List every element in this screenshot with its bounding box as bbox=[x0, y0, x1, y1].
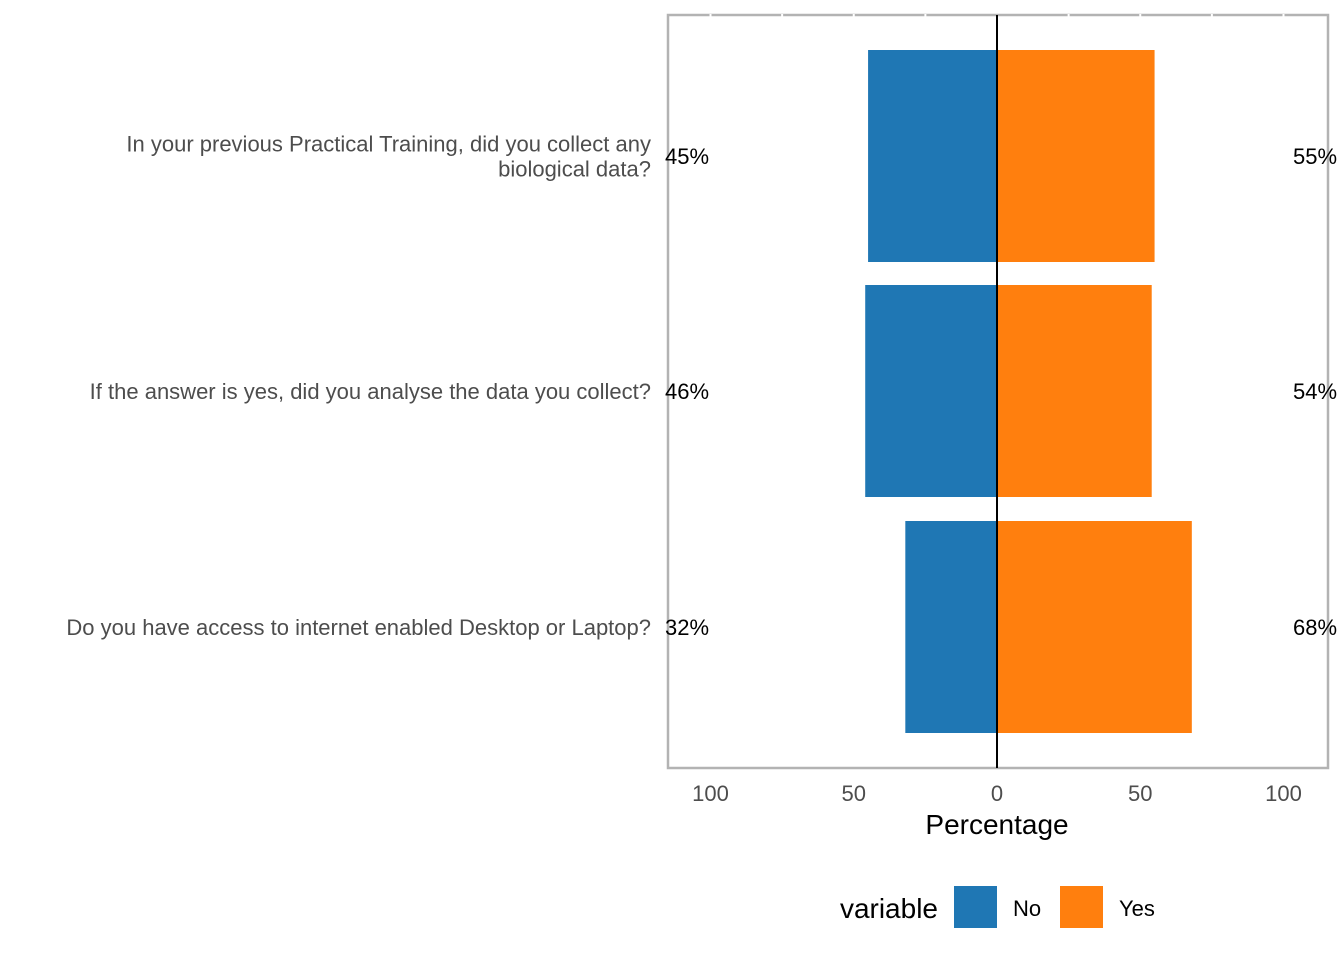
percentage-labels: 45% 55% 46% 54% 32% 68% bbox=[665, 144, 1337, 640]
yes-percent-label: 54% bbox=[1293, 379, 1337, 404]
x-tick-label: 0 bbox=[991, 781, 1003, 806]
top-axis-ticks bbox=[709, 14, 1285, 17]
bar-yes bbox=[997, 521, 1192, 733]
bar-yes bbox=[997, 50, 1155, 262]
legend-key-no bbox=[954, 886, 997, 928]
x-tick-label: 50 bbox=[1128, 781, 1152, 806]
legend-key-yes bbox=[1060, 886, 1103, 928]
bar-no bbox=[905, 521, 997, 733]
category-label: If the answer is yes, did you analyse th… bbox=[90, 379, 651, 404]
legend-title: variable bbox=[840, 893, 938, 924]
category-labels: In your previous Practical Training, did… bbox=[66, 132, 651, 641]
category-label: In your previous Practical Training, did… bbox=[126, 132, 651, 157]
bar-no bbox=[865, 285, 997, 497]
no-percent-label: 45% bbox=[665, 144, 709, 169]
no-percent-label: 32% bbox=[665, 615, 709, 640]
x-axis-ticks: 100 50 0 50 100 bbox=[692, 781, 1302, 806]
x-tick-label: 100 bbox=[1265, 781, 1302, 806]
bar-yes bbox=[997, 285, 1152, 497]
legend-label-yes: Yes bbox=[1119, 896, 1155, 921]
yes-percent-label: 55% bbox=[1293, 144, 1337, 169]
x-tick-label: 50 bbox=[842, 781, 866, 806]
no-percent-label: 46% bbox=[665, 379, 709, 404]
category-label: biological data? bbox=[498, 157, 651, 182]
yes-percent-label: 68% bbox=[1293, 615, 1337, 640]
legend: variable No Yes bbox=[840, 886, 1155, 928]
legend-label-no: No bbox=[1013, 896, 1041, 921]
x-tick-label: 100 bbox=[692, 781, 729, 806]
category-label: Do you have access to internet enabled D… bbox=[66, 615, 651, 640]
x-axis-title: Percentage bbox=[925, 809, 1068, 840]
bar-no bbox=[868, 50, 997, 262]
bars-group bbox=[865, 50, 1192, 733]
